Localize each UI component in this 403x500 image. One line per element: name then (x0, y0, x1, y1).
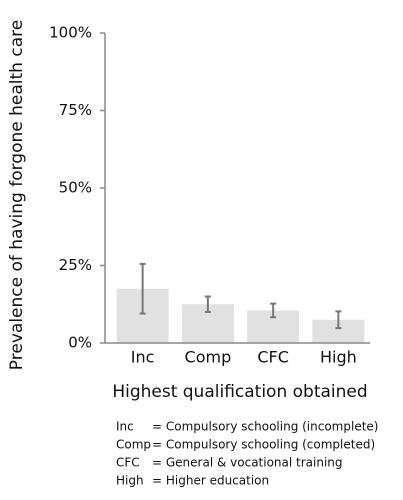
error-bar (270, 302, 277, 319)
footnote-text: = Higher education (152, 474, 269, 488)
bar (312, 319, 365, 343)
y-tick-label: 50% (59, 179, 92, 197)
x-tick-label: Comp (185, 348, 232, 367)
footnote-text: = Compulsory schooling (incomplete) (152, 420, 378, 434)
footnote-abbr: Comp (116, 438, 151, 452)
error-bar (204, 295, 211, 313)
y-tick-label: 0% (68, 334, 92, 352)
error-bar (139, 262, 146, 315)
x-tick-label: High (320, 348, 357, 367)
x-tick-label: CFC (257, 348, 289, 367)
y-axis-label: Prevalence of having forgone health care (7, 20, 27, 370)
y-tick-label: 25% (59, 256, 92, 274)
footnote-text: = General & vocational training (152, 456, 343, 470)
footnote-abbr: Inc (116, 420, 134, 434)
x-tick-label: Inc (131, 348, 155, 367)
footnote-text: = Compulsory schooling (completed) (152, 438, 375, 452)
footnote-abbr: High (116, 474, 144, 488)
x-axis-label: Highest qualification obtained (112, 382, 367, 402)
error-bar (335, 310, 342, 330)
y-tick-label: 100% (49, 24, 92, 42)
footnote-abbr: CFC (116, 456, 140, 470)
y-tick-label: 75% (59, 101, 92, 119)
